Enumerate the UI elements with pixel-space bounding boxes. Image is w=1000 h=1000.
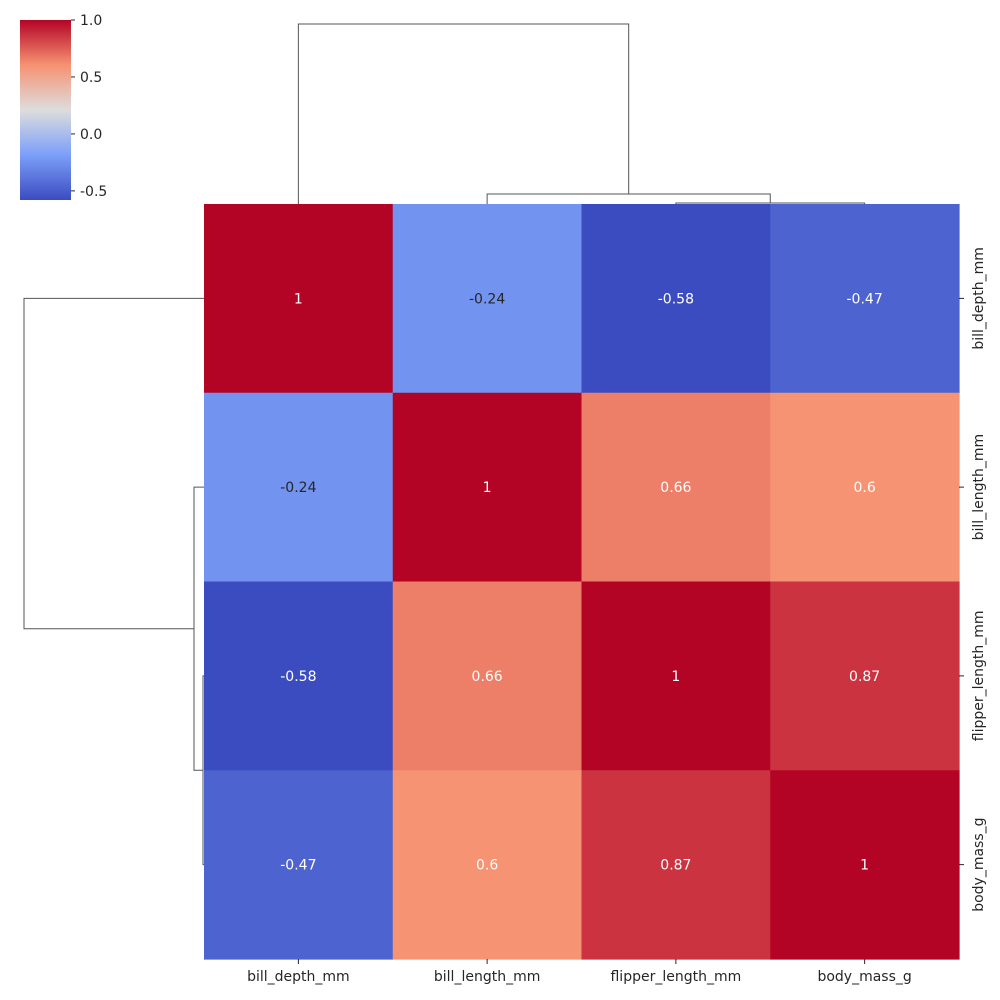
colorbar-tick-label: 1.0 — [80, 13, 102, 29]
cell-annotation: 1 — [294, 291, 303, 307]
cell-annotation: -0.24 — [469, 291, 505, 307]
cell-annotation: 1 — [860, 858, 869, 874]
heatmap-cell — [581, 392, 771, 583]
colorbar-tick-label: -0.5 — [80, 184, 107, 200]
row-dendrogram — [23, 297, 204, 866]
heatmap-cell — [204, 204, 394, 394]
column-label: body_mass_g — [817, 969, 911, 985]
row-label: body_mass_g — [971, 817, 987, 911]
heatmap-cell — [581, 204, 771, 394]
heatmap-cell — [204, 770, 394, 960]
row-label: flipper_length_mm — [971, 610, 987, 741]
cell-annotation: 0.6 — [476, 858, 498, 874]
row-label: bill_length_mm — [971, 434, 987, 540]
column-label: bill_depth_mm — [247, 969, 350, 985]
heatmap-cell — [392, 204, 583, 394]
cell-annotation: -0.47 — [847, 291, 883, 307]
row-label: bill_depth_mm — [971, 247, 987, 350]
dendrogram-link — [675, 202, 866, 204]
row-labels: bill_depth_mm bill_length_mm flipper_lengt… — [959, 247, 987, 912]
cell-annotation: 0.66 — [472, 669, 503, 685]
cell-annotation: 1 — [671, 669, 680, 685]
heatmap-cell — [392, 581, 583, 771]
cell-annotation: -0.58 — [280, 669, 316, 685]
colorbar-gradient — [20, 20, 71, 200]
heatmap-cell — [392, 392, 583, 583]
heatmap-cell — [770, 392, 960, 583]
column-labels: bill_depth_mm bill_length_mm flipper_lengt… — [247, 959, 912, 985]
heatmap-cell — [770, 581, 960, 771]
heatmap-cell — [392, 770, 583, 960]
cell-annotation: 0.87 — [849, 669, 880, 685]
cell-annotation: -0.24 — [280, 480, 316, 496]
heatmap-cell — [770, 770, 960, 960]
cell-annotation: -0.58 — [658, 291, 694, 307]
dendrogram-link — [23, 297, 204, 630]
heatmap-cell — [204, 392, 394, 583]
heatmap-cell — [581, 581, 771, 771]
column-dendrogram — [297, 23, 866, 204]
dendrogram-link — [202, 675, 204, 866]
column-label: flipper_length_mm — [610, 969, 741, 985]
heatmap-grid: 1 -0.24 -0.58 -0.47 -0.24 1 0.66 0.6 -0.58 0.66 1 0… — [204, 204, 960, 960]
colorbar: 1.0 0.5 0.0 -0.5 — [20, 13, 107, 200]
colorbar-tick-label: 0.0 — [80, 127, 102, 143]
dendrogram-link — [297, 23, 630, 204]
colorbar-tick-label: 0.5 — [80, 70, 102, 86]
heatmap-cell — [581, 770, 771, 960]
cell-annotation: 0.6 — [853, 480, 875, 496]
column-label: bill_length_mm — [434, 969, 540, 985]
heatmap-cell — [770, 204, 960, 394]
cell-annotation: 0.87 — [660, 858, 691, 874]
heatmap-cell — [204, 581, 394, 771]
cell-annotation: 0.66 — [660, 480, 691, 496]
cell-annotation: 1 — [483, 480, 492, 496]
cell-annotation: -0.47 — [280, 858, 316, 874]
